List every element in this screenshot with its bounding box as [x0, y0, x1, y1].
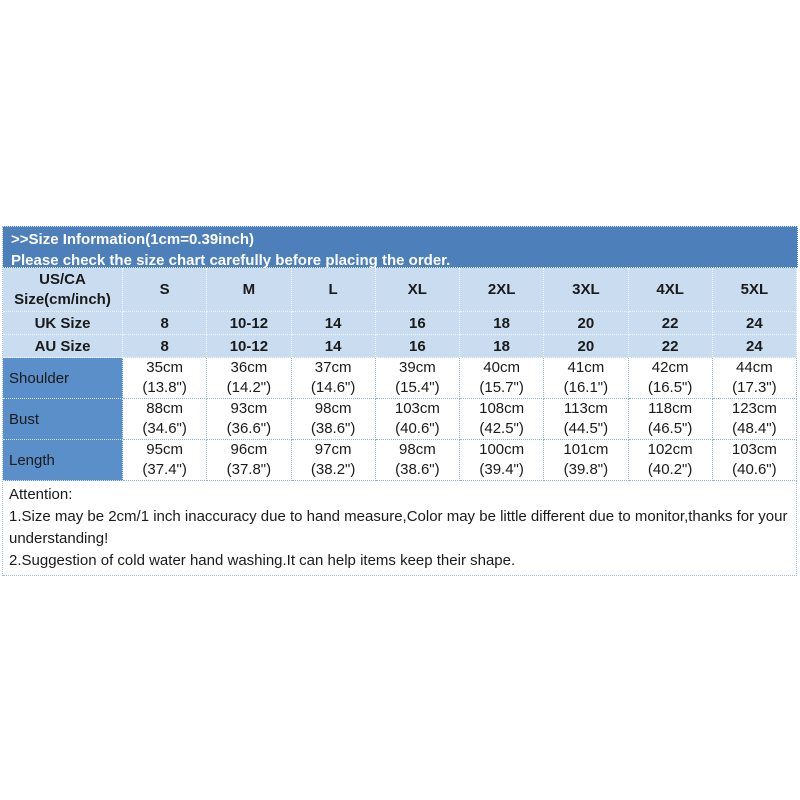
column-header-2xl: 2XL	[460, 268, 545, 312]
shoulder-value: 42cm (16.5")	[628, 358, 713, 399]
size-chart-sheet: >>Size Information(1cm=0.39inch) Please …	[2, 226, 798, 576]
shoulder-value: 40cm (15.7")	[460, 358, 545, 399]
column-header-m: M	[207, 268, 292, 312]
au-size-value: 8	[123, 335, 208, 358]
attention-line-1: 1.Size may be 2cm/1 inch inaccuracy due …	[9, 508, 788, 547]
attention-note: Attention: 1.Size may be 2cm/1 inch inac…	[3, 481, 797, 576]
banner-title: >>Size Information(1cm=0.39inch)	[11, 231, 254, 248]
uk-size-value: 16	[375, 312, 460, 335]
au-size-label: AU Size	[3, 335, 123, 358]
length-label: Length	[3, 440, 123, 481]
uk-size-value: 22	[628, 312, 713, 335]
shoulder-value: 35cm (13.8")	[123, 358, 208, 399]
length-row: Length 95cm (37.4") 96cm (37.8") 97cm (3…	[3, 440, 797, 481]
uk-size-value: 8	[123, 312, 208, 335]
bust-value: 118cm (46.5")	[628, 399, 713, 440]
uk-size-value: 14	[291, 312, 376, 335]
shoulder-label: Shoulder	[3, 358, 123, 399]
length-value: 96cm (37.8")	[207, 440, 292, 481]
uk-size-value: 24	[712, 312, 797, 335]
bust-value: 113cm (44.5")	[544, 399, 629, 440]
length-value: 102cm (40.2")	[628, 440, 713, 481]
au-size-value: 22	[628, 335, 713, 358]
shoulder-row: Shoulder 35cm (13.8") 36cm (14.2") 37cm …	[3, 358, 797, 399]
attention-line-2: 2.Suggestion of cold water hand washing.…	[9, 552, 516, 569]
size-chart-table: US/CA Size(cm/inch) S M L XL 2XL 3XL 4XL…	[3, 268, 797, 481]
length-value: 100cm (39.4")	[460, 440, 545, 481]
length-value: 98cm (38.6")	[375, 440, 460, 481]
column-header-3xl: 3XL	[544, 268, 629, 312]
shoulder-value: 36cm (14.2")	[207, 358, 292, 399]
column-header-s: S	[123, 268, 208, 312]
bust-value: 103cm (40.6")	[375, 399, 460, 440]
uk-size-value: 10-12	[207, 312, 292, 335]
length-value: 97cm (38.2")	[291, 440, 376, 481]
uk-size-label: UK Size	[3, 312, 123, 335]
shoulder-value: 44cm (17.3")	[712, 358, 797, 399]
banner-subtitle: Please check the size chart carefully be…	[11, 252, 451, 269]
column-header-l: L	[291, 268, 376, 312]
bust-value: 88cm (34.6")	[123, 399, 208, 440]
shoulder-value: 37cm (14.6")	[291, 358, 376, 399]
bust-value: 98cm (38.6")	[291, 399, 376, 440]
shoulder-value: 41cm (16.1")	[544, 358, 629, 399]
corner-header-cell: US/CA Size(cm/inch)	[3, 268, 123, 312]
length-value: 101cm (39.8")	[544, 440, 629, 481]
column-header-5xl: 5XL	[712, 268, 797, 312]
bust-label: Bust	[3, 399, 123, 440]
column-header-row: US/CA Size(cm/inch) S M L XL 2XL 3XL 4XL…	[3, 268, 797, 312]
attention-title: Attention:	[9, 486, 73, 503]
size-info-banner: >>Size Information(1cm=0.39inch) Please …	[3, 226, 798, 269]
bust-value: 93cm (36.6")	[207, 399, 292, 440]
column-header-4xl: 4XL	[628, 268, 713, 312]
uk-size-value: 18	[460, 312, 545, 335]
length-value: 95cm (37.4")	[123, 440, 208, 481]
au-size-value: 16	[375, 335, 460, 358]
bust-row: Bust 88cm (34.6") 93cm (36.6") 98cm (38.…	[3, 399, 797, 440]
shoulder-value: 39cm (15.4")	[375, 358, 460, 399]
au-size-row: AU Size 8 10-12 14 16 18 20 22 24	[3, 335, 797, 358]
au-size-value: 20	[544, 335, 629, 358]
au-size-value: 10-12	[207, 335, 292, 358]
uk-size-value: 20	[544, 312, 629, 335]
au-size-value: 18	[460, 335, 545, 358]
bust-value: 123cm (48.4")	[712, 399, 797, 440]
au-size-value: 14	[291, 335, 376, 358]
au-size-value: 24	[712, 335, 797, 358]
bust-value: 108cm (42.5")	[460, 399, 545, 440]
uk-size-row: UK Size 8 10-12 14 16 18 20 22 24	[3, 312, 797, 335]
column-header-xl: XL	[375, 268, 460, 312]
length-value: 103cm (40.6")	[712, 440, 797, 481]
